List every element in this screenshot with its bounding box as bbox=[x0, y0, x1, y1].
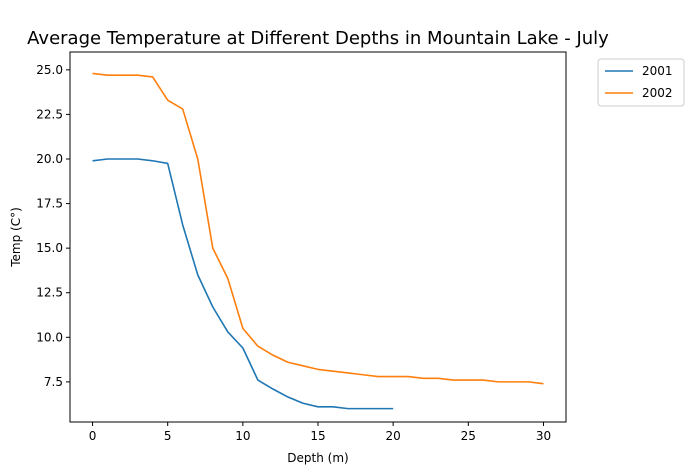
x-tick-label: 20 bbox=[386, 429, 401, 443]
y-tick-label: 22.5 bbox=[36, 107, 63, 121]
y-tick-label: 17.5 bbox=[36, 197, 63, 211]
series-layer bbox=[92, 72, 544, 410]
y-tick-label: 7.5 bbox=[44, 375, 63, 389]
y-tick-label: 12.5 bbox=[36, 286, 63, 300]
series-line-2002 bbox=[92, 72, 544, 385]
x-tick-label: 25 bbox=[461, 429, 476, 443]
x-tick-label: 15 bbox=[310, 429, 325, 443]
chart-title: Average Temperature at Different Depths … bbox=[27, 28, 609, 49]
legend-label-2001: 2001 bbox=[642, 64, 673, 78]
x-axis: 0 5 10 15 20 25 30 bbox=[89, 422, 551, 443]
x-tick-label: 0 bbox=[89, 429, 97, 443]
y-axis-label: Temp (C°) bbox=[9, 207, 23, 268]
x-tick-label: 30 bbox=[536, 429, 551, 443]
plot-area-background bbox=[70, 52, 566, 422]
y-tick-label: 20.0 bbox=[36, 152, 63, 166]
series-line-2001 bbox=[92, 158, 394, 410]
y-tick-label: 25.0 bbox=[36, 63, 63, 77]
x-axis-label: Depth (m) bbox=[287, 451, 348, 465]
x-tick-label: 10 bbox=[235, 429, 250, 443]
legend: 2001 2002 bbox=[597, 58, 685, 107]
y-tick-label: 15.0 bbox=[36, 241, 63, 255]
legend-label-2002: 2002 bbox=[642, 86, 673, 100]
x-tick-label: 5 bbox=[164, 429, 172, 443]
y-axis: 7.5 10.0 12.5 15.0 17.5 20.0 22.5 25.0 bbox=[36, 63, 70, 389]
y-tick-label: 10.0 bbox=[36, 330, 63, 344]
